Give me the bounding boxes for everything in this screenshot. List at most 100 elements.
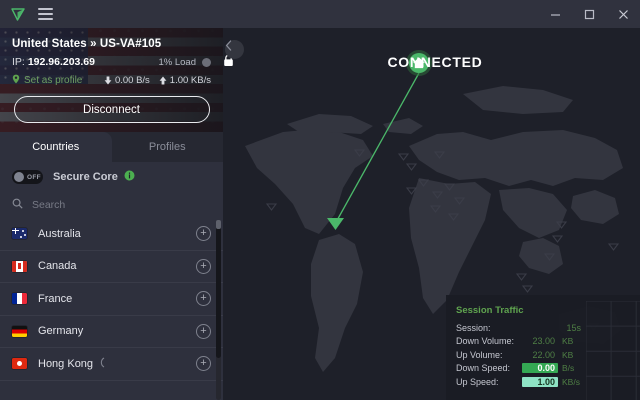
session-traffic-title: Session Traffic	[456, 305, 524, 316]
row-value: 0.00	[522, 363, 558, 374]
row-label: Up Speed:	[456, 376, 499, 387]
set-as-profile-link[interactable]: Set as profile	[24, 75, 83, 86]
country-row-hong-kong[interactable]: Hong Kong +	[0, 348, 223, 381]
row-unit: B/s	[562, 363, 575, 374]
row-label: Down Volume:	[456, 336, 515, 347]
country-name: Australia	[38, 227, 81, 240]
profile-row: Set as profile 0.00 B/s 1.00 KB/s	[12, 74, 211, 87]
connect-australia-button[interactable]: +	[196, 226, 211, 242]
connection-status: CONNECTED	[223, 54, 640, 70]
scrollbar-thumb[interactable]	[216, 220, 221, 358]
server-load-text: 1% Load	[158, 56, 196, 68]
download-speed-value: 0.00 B/s	[114, 75, 150, 86]
connection-card-content: United States » US-VA#105 IP: 192.96.203…	[0, 28, 223, 123]
scrollbar-cap	[216, 220, 221, 229]
proton-vpn-logo-icon	[10, 6, 26, 22]
flag-canada	[12, 260, 27, 272]
tab-profiles[interactable]: Profiles	[148, 141, 186, 153]
flag-france	[12, 293, 27, 305]
minimize-button[interactable]	[538, 0, 572, 28]
download-arrow-icon	[104, 76, 112, 85]
close-button[interactable]	[606, 0, 640, 28]
maximize-button[interactable]	[572, 0, 606, 28]
collapse-sidebar-button[interactable]	[225, 40, 244, 59]
download-speed: 0.00 B/s	[104, 75, 150, 86]
connection-line	[334, 72, 420, 225]
speed-indicators: 0.00 B/s 1.00 KB/s	[104, 75, 211, 86]
secure-core-arrow-icon	[99, 357, 106, 371]
session-traffic-panel: Session Traffic Session: 15s Down Volume…	[446, 295, 640, 400]
toggle-knob	[14, 172, 24, 182]
home-pin-icon	[406, 50, 432, 76]
row-value: 1.00	[522, 376, 558, 387]
server-load: 1% Load	[158, 57, 211, 68]
country-row-australia[interactable]: Australia +	[0, 218, 223, 251]
traffic-row-session: Session: 15s	[456, 321, 584, 335]
search-bar[interactable]	[0, 192, 223, 218]
secure-core-row: OFF Secure Core	[0, 162, 223, 192]
hamburger-menu-icon[interactable]	[38, 8, 53, 20]
row-label: Up Volume:	[456, 349, 503, 360]
row-value: 22.00	[532, 349, 555, 360]
traffic-chart-svg	[586, 301, 640, 400]
ip-value: 192.96.203.69	[27, 56, 95, 68]
country-row-germany[interactable]: Germany +	[0, 316, 223, 348]
traffic-row-down-speed: Down Speed: 0.00 B/s	[456, 362, 584, 376]
connect-canada-button[interactable]: +	[196, 258, 211, 274]
country-name: Canada	[38, 260, 77, 273]
country-row-france[interactable]: France +	[0, 283, 223, 316]
flag-germany	[12, 325, 27, 337]
search-input[interactable]	[32, 199, 211, 211]
title-bar	[0, 0, 640, 28]
connect-germany-button[interactable]: +	[196, 323, 211, 339]
selected-server-triangle-icon	[327, 218, 344, 230]
country-name: Hong Kong	[38, 357, 94, 370]
country-list: Australia + Canada + France + Germany +	[0, 218, 223, 400]
sidebar: United States » US-VA#105 IP: 192.96.203…	[0, 28, 223, 400]
row-value: 15s	[566, 322, 581, 333]
secure-core-toggle[interactable]: OFF	[12, 170, 43, 184]
row-unit: KB/s	[562, 376, 580, 387]
flag-australia	[12, 228, 27, 240]
traffic-row-up-volume: Up Volume: 22.00 KB	[456, 348, 584, 362]
row-unit: KB	[562, 349, 574, 360]
upload-speed: 1.00 KB/s	[159, 75, 211, 86]
world-map-graphic	[245, 50, 623, 372]
tab-countries[interactable]: Countries	[0, 132, 112, 162]
secure-core-label: Secure Core	[53, 171, 118, 183]
world-map-panel: CONNECTED Session Traffic Session: 15s D…	[223, 28, 640, 400]
country-name: Germany	[38, 325, 84, 338]
connected-server-name: United States » US-VA#105	[12, 38, 162, 50]
sidebar-tabs: Countries Profiles	[0, 132, 223, 162]
upload-speed-value: 1.00 KB/s	[169, 75, 211, 86]
window-controls	[538, 0, 640, 28]
search-icon	[12, 198, 23, 212]
row-label: Session:	[456, 322, 491, 333]
flag-hong-kong	[12, 358, 27, 370]
map-pin-icon	[12, 74, 20, 87]
title-bar-left	[0, 6, 53, 22]
row-unit: KB	[562, 336, 574, 347]
connection-card: United States » US-VA#105 IP: 192.96.203…	[0, 28, 223, 132]
traffic-row-up-speed: Up Speed: 1.00 KB/s	[456, 375, 584, 389]
series-download	[586, 311, 640, 400]
connect-hong-kong-button[interactable]: +	[196, 356, 211, 372]
server-load-indicator-dot	[202, 57, 211, 67]
status-text: CONNECTED	[387, 54, 483, 70]
info-icon[interactable]	[124, 170, 135, 184]
row-label: Down Speed:	[456, 363, 511, 374]
connect-france-button[interactable]: +	[196, 291, 211, 307]
country-list-scrollbar[interactable]	[216, 220, 221, 400]
country-name: France	[38, 292, 73, 305]
upload-arrow-icon	[159, 76, 167, 85]
disconnect-button[interactable]: Disconnect	[13, 96, 210, 123]
session-traffic-stats: Session Traffic Session: 15s Down Volume…	[446, 295, 584, 400]
ip-row: IP: 192.96.203.69 1% Load	[12, 56, 211, 68]
traffic-row-down-volume: Down Volume: 23.00 KB	[456, 335, 584, 349]
traffic-chart: TRAFFIC TIME	[586, 301, 640, 400]
country-row-canada[interactable]: Canada +	[0, 251, 223, 283]
ip-label: IP:	[12, 56, 25, 68]
toggle-state-label: OFF	[27, 173, 41, 181]
row-value: 23.00	[532, 336, 555, 347]
